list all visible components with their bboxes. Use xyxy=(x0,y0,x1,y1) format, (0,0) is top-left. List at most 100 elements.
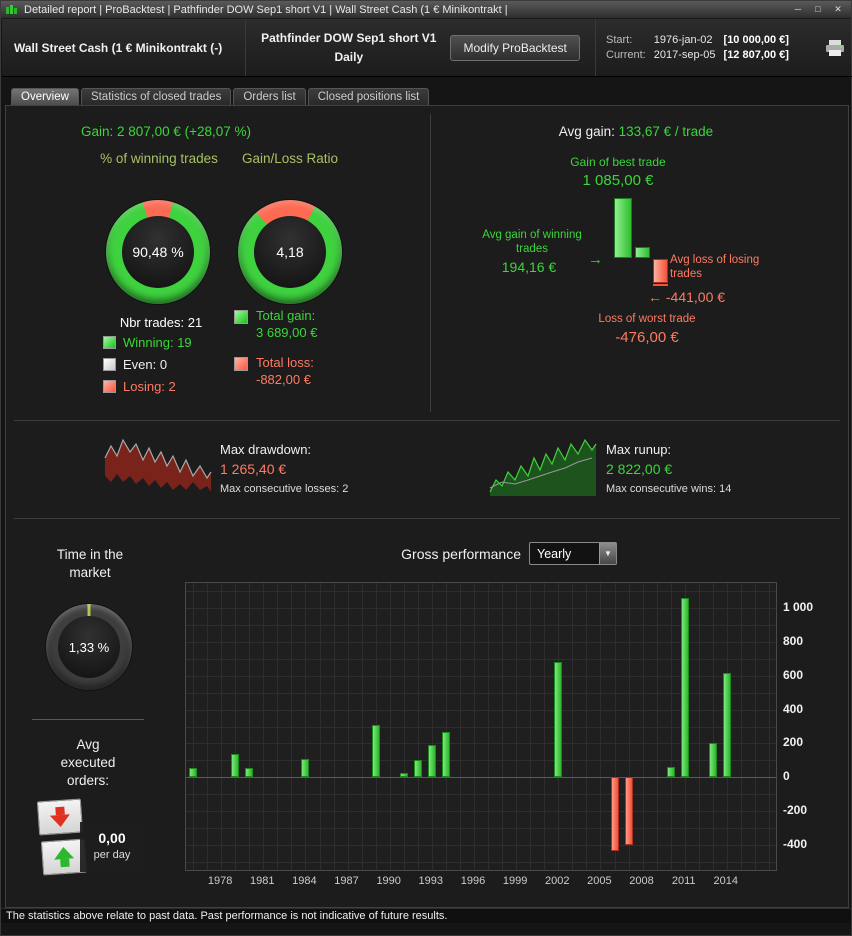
x-axis-label: 1987 xyxy=(334,875,359,887)
period-selected: Yearly xyxy=(537,546,572,561)
y-axis-label: 600 xyxy=(783,667,804,682)
sell-order-icon xyxy=(36,798,84,836)
total-gain-swatch xyxy=(234,310,248,324)
y-axis-label: 1 000 xyxy=(783,600,814,615)
even-swatch xyxy=(103,358,116,371)
runup-label: Max runup: xyxy=(606,442,672,457)
performance-bar xyxy=(399,772,408,778)
y-axis-label: -200 xyxy=(783,802,808,817)
winning-swatch xyxy=(103,336,116,349)
section-divider xyxy=(430,114,431,412)
gross-performance-plot[interactable] xyxy=(185,582,777,871)
print-button[interactable] xyxy=(818,19,852,76)
gridline-h xyxy=(186,642,776,644)
avg-orders-label: Avg executed orders: xyxy=(60,737,116,789)
gridline-h xyxy=(186,861,776,863)
capital-cell: Start: 1976-jan-02 [10 000,00 €] Current… xyxy=(596,19,818,76)
time-in-market-donut: 1,33 % xyxy=(46,604,132,690)
start-capital: [10 000,00 €] xyxy=(723,34,789,46)
x-axis-label: 2002 xyxy=(545,875,570,887)
modify-probacktest-button[interactable]: Modify ProBacktest xyxy=(450,34,580,61)
drawdown-sparkline xyxy=(104,438,212,492)
close-button[interactable]: ✕ xyxy=(834,4,842,14)
gridline-h xyxy=(186,709,776,711)
performance-bar xyxy=(189,767,197,778)
ratio-donut-value: 4,18 xyxy=(276,244,304,260)
gain-value: 2 807,00 € (+28,07 %) xyxy=(117,124,252,139)
avg-gain-summary: Avg gain: 133,67 € / trade xyxy=(446,124,826,139)
y-axis-label: 0 xyxy=(783,769,790,784)
gross-x-labels: 1978 1981 1984 1987 1990 1993 1996 1999 2002 2005… xyxy=(185,875,777,891)
gridline-h xyxy=(186,810,776,812)
system-cell: Pathfinder DOW Sep1 short V1 Daily Modif… xyxy=(246,19,596,76)
drawdown-value: 1 265,40 € xyxy=(220,461,287,477)
worst-trade-label: Loss of worst trade xyxy=(598,313,696,325)
total-loss-swatch xyxy=(234,356,248,371)
worst-trade-whisker xyxy=(653,284,668,287)
current-capital: [12 807,00 €] xyxy=(723,49,789,61)
tab-statistics[interactable]: Statistics of closed trades xyxy=(80,88,232,106)
current-date: 2017-sep-05 xyxy=(653,49,716,61)
chevron-down-icon: ▼ xyxy=(599,543,616,564)
period-dropdown[interactable]: Yearly ▼ xyxy=(529,542,617,565)
avg-gain-value: 133,67 € / trade xyxy=(618,124,714,139)
performance-bar xyxy=(624,777,633,846)
divider xyxy=(32,719,144,720)
gridline-h xyxy=(186,760,776,762)
avg-win-bar xyxy=(635,247,650,258)
tab-closed-positions[interactable]: Closed positions list xyxy=(307,88,430,106)
gross-performance-chart: 1 000 800 600 400 200 0 -200 -400 1978 1981 1984 1… xyxy=(181,578,847,898)
gross-y-labels: 1 000 800 600 400 200 0 -200 -400 xyxy=(783,582,833,871)
trades-legend: Winning: 19 Even: 0 Losing: 2 xyxy=(103,335,192,401)
ratio-donut: 4,18 xyxy=(238,200,342,304)
total-gain-value: 3 689,00 € xyxy=(256,324,318,340)
runup-block: Max runup: 2 822,00 € Max consecutive wi… xyxy=(606,442,731,495)
gridline-h xyxy=(186,591,776,593)
window-title: Detailed report | ProBacktest | Pathfind… xyxy=(24,3,508,16)
avg-win-label: Avg gain of winning trades xyxy=(482,229,582,256)
start-date: 1976-jan-02 xyxy=(653,34,713,46)
y-axis-label: 200 xyxy=(783,735,804,750)
gridline-h xyxy=(186,844,776,846)
performance-bar xyxy=(666,767,675,778)
tab-orders-list[interactable]: Orders list xyxy=(233,88,306,106)
x-axis-label: 2011 xyxy=(671,875,696,887)
zero-line xyxy=(186,777,776,779)
winning-donut: 90,48 % xyxy=(106,200,210,304)
total-loss-value: -882,00 € xyxy=(256,371,311,387)
nbr-trades: Nbr trades: 21 xyxy=(119,315,203,330)
printer-icon xyxy=(825,39,844,56)
time-in-market-value: 1,33 % xyxy=(68,639,110,655)
x-axis-label: 1993 xyxy=(418,875,444,887)
performance-bar xyxy=(231,753,240,778)
status-bar: The statistics above relate to past data… xyxy=(1,908,851,923)
report-header: Wall Street Cash (1 € Minikontrakt (-) P… xyxy=(2,19,852,77)
best-trade-value: 1 085,00 € xyxy=(582,172,654,189)
performance-bar xyxy=(413,760,422,778)
gridline-h xyxy=(186,726,776,728)
best-trade-label: Gain of best trade xyxy=(570,155,666,169)
runup-consecutive: Max consecutive wins: 14 xyxy=(606,483,732,495)
time-in-market-label: Time in the market xyxy=(56,547,124,581)
avg-loss-bar xyxy=(653,259,668,284)
current-label: Current: xyxy=(606,49,646,61)
minimize-button[interactable]: ─ xyxy=(794,4,802,14)
winning-donut-value: 90,48 % xyxy=(132,244,184,260)
x-axis-label: 1990 xyxy=(376,875,401,887)
x-axis-label: 1981 xyxy=(250,875,275,887)
x-axis-label: 1978 xyxy=(207,875,233,887)
maximize-button[interactable]: □ xyxy=(815,4,821,14)
avg-loss-value-line: ← -441,00 € xyxy=(648,289,725,305)
x-axis-label: 1984 xyxy=(292,875,317,887)
titlebar: Detailed report | ProBacktest | Pathfind… xyxy=(1,1,851,19)
performance-bar xyxy=(554,662,563,778)
x-axis-label: 2014 xyxy=(713,875,739,887)
gain-summary: Gain: 2 807,00 € (+28,07 %) xyxy=(16,124,316,139)
tab-overview[interactable]: Overview xyxy=(11,88,79,106)
arrow-left-icon: ← xyxy=(648,289,662,305)
avg-orders-value-box: 0,00 per day xyxy=(80,822,144,872)
winning-count: Winning: 19 xyxy=(123,335,192,350)
overview-panel: Gain: 2 807,00 € (+28,07 %) % of winning… xyxy=(5,105,849,908)
gridline-h xyxy=(186,675,776,677)
